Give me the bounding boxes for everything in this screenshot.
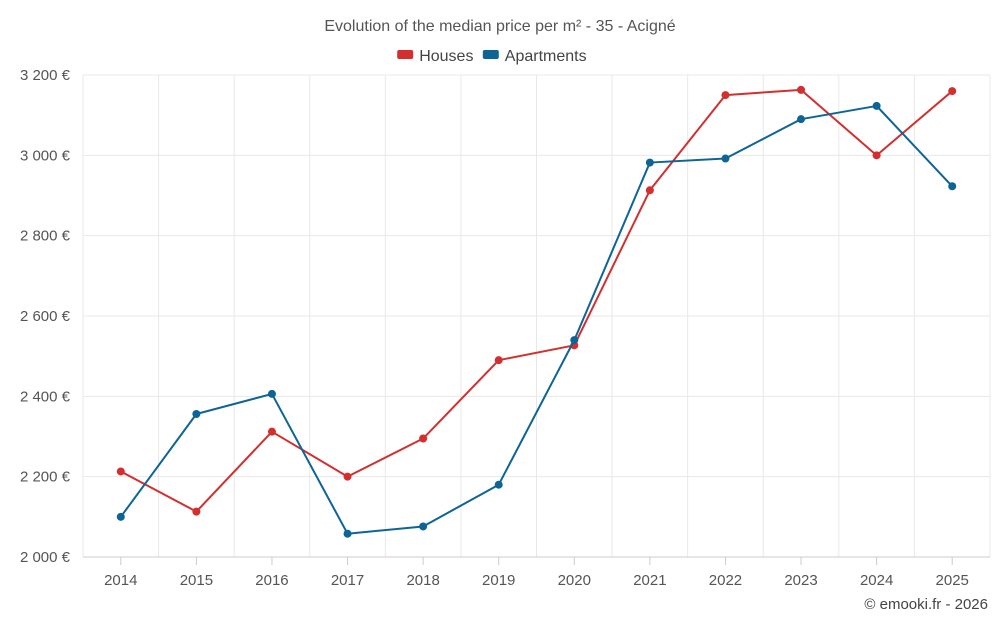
data-point-houses[interactable] <box>797 85 806 94</box>
data-point-apartments[interactable] <box>419 522 428 531</box>
x-tick-label: 2018 <box>406 572 439 589</box>
series-line-apartments <box>119 104 953 535</box>
x-tick-label: 2024 <box>860 572 893 589</box>
data-point-apartments[interactable] <box>267 389 276 398</box>
y-tick-label: 3 000 € <box>20 147 71 164</box>
data-point-apartments[interactable] <box>116 512 125 521</box>
data-point-houses[interactable] <box>872 151 881 160</box>
legend-label-houses: Houses <box>419 48 473 65</box>
grid <box>82 74 991 557</box>
series-layer <box>116 85 957 538</box>
y-tick-label: 2 600 € <box>20 308 71 325</box>
data-point-houses[interactable] <box>645 186 654 195</box>
x-tick-label: 2025 <box>936 572 969 589</box>
y-tick-label: 2 800 € <box>20 228 71 245</box>
data-point-apartments[interactable] <box>494 480 503 489</box>
x-tick-label: 2019 <box>482 572 515 589</box>
data-point-houses[interactable] <box>116 467 125 476</box>
y-tick-label: 3 200 € <box>20 67 71 84</box>
data-point-apartments[interactable] <box>192 410 201 419</box>
data-point-apartments[interactable] <box>721 154 730 163</box>
x-tick-label: 2015 <box>180 572 213 589</box>
legend-swatch-apartments <box>482 50 499 59</box>
x-tick-label: 2022 <box>709 572 742 589</box>
x-tick-label: 2017 <box>331 572 364 589</box>
x-tick-label: 2023 <box>784 572 817 589</box>
y-tick-label: 2 000 € <box>20 549 71 566</box>
data-point-houses[interactable] <box>343 472 352 481</box>
axes: 2 000 € 2 200 € 2 400 € 2 600 € 2 800 € 3 000… <box>20 67 990 589</box>
series-line-houses <box>120 88 953 513</box>
legend-item-houses[interactable]: Houses <box>397 48 473 65</box>
data-point-apartments[interactable] <box>570 336 579 345</box>
data-point-houses[interactable] <box>494 356 503 365</box>
data-point-apartments[interactable] <box>797 115 806 124</box>
data-point-houses[interactable] <box>721 91 730 100</box>
y-tick-label: 2 200 € <box>20 469 71 486</box>
legend-label-apartments: Apartments <box>505 48 587 65</box>
legend: Houses Apartments <box>397 48 587 65</box>
chart-title: Evolution of the median price per m² - 3… <box>324 18 675 35</box>
data-point-apartments[interactable] <box>948 182 957 191</box>
data-point-houses[interactable] <box>948 87 957 96</box>
data-point-apartments[interactable] <box>645 158 654 167</box>
x-tick-label: 2021 <box>633 572 666 589</box>
x-tick-label: 2016 <box>255 572 288 589</box>
x-tick-label: 2014 <box>104 572 137 589</box>
data-point-apartments[interactable] <box>343 529 352 538</box>
credit-text: © emooki.fr - 2026 <box>864 596 988 613</box>
legend-item-apartments[interactable]: Apartments <box>482 48 587 65</box>
data-point-apartments[interactable] <box>872 101 881 110</box>
y-tick-label: 2 400 € <box>20 388 71 405</box>
x-tick-label: 2020 <box>558 572 591 589</box>
data-point-houses[interactable] <box>419 434 428 443</box>
legend-swatch-houses <box>397 50 414 59</box>
data-point-houses[interactable] <box>267 427 276 436</box>
data-point-houses[interactable] <box>192 507 201 516</box>
